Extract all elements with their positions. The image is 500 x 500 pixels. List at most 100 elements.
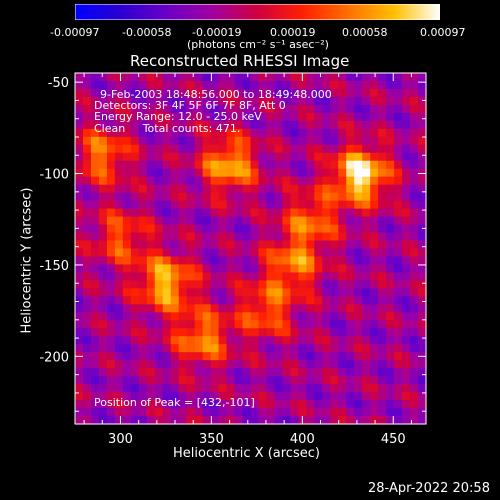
heatmap-cell: [202, 416, 212, 425]
heatmap-cell: [314, 112, 323, 122]
footer-timestamp: 28-Apr-2022 20:58: [368, 481, 490, 496]
heatmap-cell: [154, 392, 164, 401]
heatmap-cell: [82, 208, 92, 218]
heatmap-cell: [162, 296, 172, 305]
heatmap-cell: [90, 248, 100, 258]
heatmap-cell: [322, 240, 331, 250]
heatmap-cell: [386, 312, 395, 321]
heatmap-cell: [202, 280, 212, 289]
heatmap-cell: [178, 120, 188, 130]
heatmap-cell: [322, 168, 331, 178]
heatmap-cell: [130, 224, 140, 234]
heatmap-cell: [106, 280, 116, 289]
heatmap-cell: [386, 160, 395, 170]
heatmap-cell: [346, 264, 355, 274]
heatmap-cell: [362, 272, 371, 282]
heatmap-cell: [258, 192, 268, 202]
heatmap-cell: [106, 176, 116, 186]
heatmap-cell: [202, 168, 212, 178]
heatmap-cell: [186, 80, 196, 90]
heatmap-cell: [354, 384, 363, 393]
heatmap-cell: [218, 336, 228, 345]
heatmap-cell: [218, 408, 228, 417]
heatmap-cell: [250, 144, 260, 154]
heatmap-cell: [106, 224, 116, 234]
heatmap-cell: [322, 128, 331, 138]
heatmap-cell: [90, 400, 100, 409]
heatmap-cell: [114, 176, 124, 186]
heatmap-cell: [314, 400, 323, 409]
heatmap-cell: [146, 240, 156, 250]
heatmap-cell: [386, 328, 395, 337]
heatmap-cell: [338, 320, 347, 329]
heatmap-cell: [130, 96, 140, 106]
heatmap-cell: [186, 152, 196, 162]
heatmap-cell: [322, 224, 331, 234]
heatmap-cell: [370, 128, 379, 138]
heatmap-cell: [210, 304, 220, 313]
heatmap-cell: [106, 336, 116, 345]
heatmap-cell: [410, 80, 419, 90]
heatmap-cell: [314, 336, 323, 345]
heatmap-cell: [338, 104, 347, 114]
heatmap-cell: [98, 208, 108, 218]
heatmap-cell: [234, 208, 244, 218]
heatmap-cell: [242, 192, 252, 202]
heatmap-cell: [274, 104, 284, 114]
heatmap-cell: [90, 280, 100, 289]
heatmap-cell: [282, 224, 291, 234]
heatmap-cell: [146, 232, 156, 242]
heatmap-cell: [202, 240, 212, 250]
heatmap-cell: [186, 240, 196, 250]
heatmap-cell: [362, 160, 371, 170]
heatmap-cell: [154, 248, 164, 258]
heatmap-cell: [314, 416, 323, 425]
heatmap-cell: [218, 384, 228, 393]
heatmap-cell: [210, 160, 220, 170]
heatmap-cell: [418, 192, 427, 202]
heatmap-cell: [114, 392, 124, 401]
heatmap-cell: [114, 112, 124, 122]
heatmap-cell: [75, 80, 84, 90]
heatmap-cell: [282, 80, 291, 90]
heatmap-cell: [418, 96, 427, 106]
heatmap-cell: [226, 80, 236, 90]
heatmap-cell: [210, 272, 220, 282]
heatmap-cell: [306, 376, 315, 385]
heatmap-cell: [90, 392, 100, 401]
heatmap-cell: [330, 264, 339, 274]
heatmap-cell: [122, 248, 132, 258]
heatmap-cell: [106, 88, 116, 98]
heatmap-cell: [146, 248, 156, 258]
heatmap-cell: [290, 304, 299, 313]
heatmap-cell: [402, 160, 411, 170]
heatmap-cell: [322, 256, 331, 266]
heatmap-cell: [394, 232, 403, 242]
heatmap-cell: [82, 224, 92, 234]
heatmap-cell: [354, 112, 363, 122]
heatmap-cell: [106, 384, 116, 393]
heatmap-cell: [250, 416, 260, 425]
colorbar-tick-label: -0.00097: [50, 26, 100, 39]
heatmap-cell: [82, 88, 92, 98]
heatmap-cell: [130, 376, 140, 385]
heatmap-cell: [226, 288, 236, 297]
heatmap-cell: [250, 88, 260, 98]
heatmap-cell: [146, 88, 156, 98]
heatmap-cell: [218, 272, 228, 282]
heatmap-cell: [194, 160, 204, 170]
heatmap-cell: [282, 208, 291, 218]
heatmap-cell: [82, 376, 92, 385]
heatmap-cell: [226, 272, 236, 282]
heatmap-cell: [258, 224, 268, 234]
heatmap-cell: [90, 376, 100, 385]
heatmap-cell: [242, 240, 252, 250]
heatmap-cell: [226, 368, 236, 377]
heatmap-cell: [202, 376, 212, 385]
heatmap-cell: [178, 224, 188, 234]
heatmap-cell: [314, 352, 323, 361]
heatmap-cell: [75, 416, 84, 425]
heatmap-cell: [306, 264, 315, 274]
heatmap-cell: [394, 248, 403, 258]
heatmap-cell: [178, 360, 188, 369]
